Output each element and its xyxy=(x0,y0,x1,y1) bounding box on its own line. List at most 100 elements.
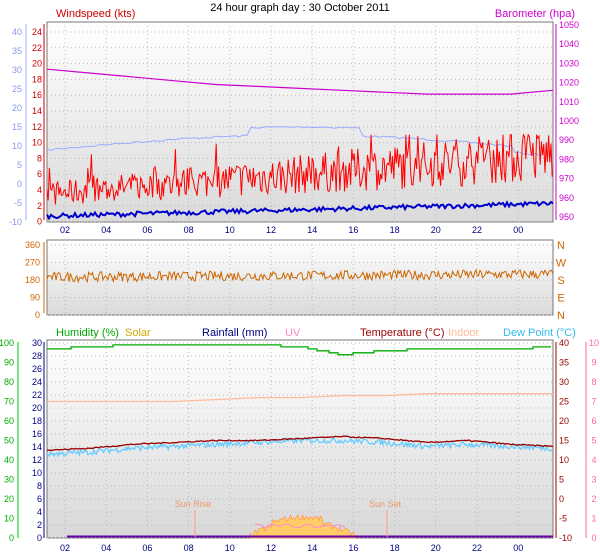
sunset-label: Sun Set xyxy=(369,499,402,509)
wind-x-tick-label: 20 xyxy=(431,225,441,235)
direction-compass-label: N xyxy=(557,310,565,322)
windspeed-average-line xyxy=(46,200,554,221)
wind-red-tick-label: 22 xyxy=(32,43,42,53)
wind-red-tick-label: 4 xyxy=(37,185,42,195)
humidity-tick-label: 70 xyxy=(4,397,14,407)
direction-degree-ticks: 360 270 180 90 0 xyxy=(25,240,45,320)
barometer-tick-label: 1000 xyxy=(559,116,579,126)
wind-blue-tick-label: 15 xyxy=(12,122,22,132)
bottom-x-tick-label: 20 xyxy=(431,543,441,553)
sunrise-label: Sun Rise xyxy=(175,499,212,509)
barometer-tick-label: 1030 xyxy=(559,58,579,68)
barometer-tick-label: 950 xyxy=(559,212,574,222)
indoor-temperature-line xyxy=(47,393,553,403)
humidity-tick-label: 20 xyxy=(4,494,14,504)
wind-blue-tick-label: 5 xyxy=(17,160,22,170)
temperature-tick-label: 30 xyxy=(559,377,569,387)
wind-x-tick-label: 22 xyxy=(472,225,482,235)
wind-x-tick-label: 00 xyxy=(513,225,523,235)
wind-x-tick-label: 16 xyxy=(348,225,358,235)
direction-degree-label: 0 xyxy=(35,310,40,320)
humidity-tick-label: 90 xyxy=(4,358,14,368)
wind-x-tick-label: 12 xyxy=(266,225,276,235)
legend-rainfall: Rainfall (mm) xyxy=(202,327,267,339)
barometer-tick-label: 970 xyxy=(559,174,574,184)
rainfall-tick-label: 0 xyxy=(37,533,42,543)
wind-red-tick-label: 12 xyxy=(32,122,42,132)
bottom-x-tick-label: 22 xyxy=(472,543,482,553)
windspeed-line xyxy=(46,133,553,205)
rainfall-tick-label: 6 xyxy=(37,494,42,504)
legend-uv: UV xyxy=(285,327,301,339)
windspeed-axis-title: Windspeed (kts) xyxy=(56,8,135,20)
legend-indoor: Indoor xyxy=(448,327,480,339)
wind-x-tick-label: 06 xyxy=(142,225,152,235)
wind-blue-tick-label: 0 xyxy=(17,179,22,189)
rainfall-tick-label: 30 xyxy=(32,338,42,348)
wind-blue-tick-label: -5 xyxy=(14,198,22,208)
temperature-tick-label: 0 xyxy=(559,494,564,504)
wind-x-tick-label: 02 xyxy=(60,225,70,235)
wind-gust-line xyxy=(46,125,552,157)
wind-x-tick-label: 10 xyxy=(225,225,235,235)
legend-dew-point: Dew Point (°C) xyxy=(503,327,576,339)
rainfall-tick-label: 24 xyxy=(32,377,42,387)
barometer-tick-label: 960 xyxy=(559,193,574,203)
uv-tick-label: 1 xyxy=(591,514,596,524)
uv-tick-label: 5 xyxy=(591,436,596,446)
barometer-tick-label: 1050 xyxy=(559,20,579,30)
wind-blue-tick-label: -10 xyxy=(9,217,22,227)
direction-degree-label: 360 xyxy=(25,240,40,250)
bottom-legend: Humidity (%) Solar Rainfall (mm) UV Temperat… xyxy=(56,327,576,339)
bottom-panel-series xyxy=(46,344,554,539)
legend-temperature: Temperature (°C) xyxy=(360,327,444,339)
barometer-ticks: 1050 1040 1030 1020 1010 1000 990 980 970 960 950 xyxy=(555,20,579,222)
bottom-x-tick-label: 14 xyxy=(307,543,317,553)
wind-red-tick-label: 20 xyxy=(32,59,42,69)
humidity-tick-label: 30 xyxy=(4,475,14,485)
barometer-tick-label: 1040 xyxy=(559,39,579,49)
wind-panel-series xyxy=(46,68,554,221)
wind-x-tick-label: 18 xyxy=(390,225,400,235)
bottom-panel-grid xyxy=(47,340,553,539)
temperature-tick-label: 40 xyxy=(559,338,569,348)
direction-degree-label: 90 xyxy=(30,293,40,303)
wind-red-tick-label: 10 xyxy=(32,138,42,148)
humidity-tick-label: 50 xyxy=(4,436,14,446)
uv-tick-label: 2 xyxy=(591,494,596,504)
wind-left-blue-ticks: 40 35 30 25 20 15 10 5 0 -5 -10 xyxy=(9,24,27,227)
uv-tick-label: 0 xyxy=(591,533,596,543)
temperature-tick-label: -5 xyxy=(559,514,567,524)
wind-blue-tick-label: 35 xyxy=(12,46,22,56)
dew-point-line xyxy=(46,436,553,458)
humidity-tick-label: 40 xyxy=(4,455,14,465)
wind-x-tick-label: 14 xyxy=(307,225,317,235)
uv-line xyxy=(254,523,346,529)
bottom-x-tick-label: 06 xyxy=(142,543,152,553)
barometer-tick-label: 1020 xyxy=(559,78,579,88)
wind-red-tick-label: 16 xyxy=(32,90,42,100)
humidity-tick-label: 80 xyxy=(4,377,14,387)
bottom-x-tick-label: 18 xyxy=(390,543,400,553)
wind-blue-tick-label: 10 xyxy=(12,141,22,151)
legend-humidity: Humidity (%) xyxy=(56,327,119,339)
wind-blue-tick-label: 20 xyxy=(12,103,22,113)
rainfall-tick-label: 12 xyxy=(32,455,42,465)
bottom-x-tick-label: 00 xyxy=(513,543,523,553)
barometer-tick-label: 1010 xyxy=(559,97,579,107)
uv-tick-label: 3 xyxy=(591,475,596,485)
barometer-tick-label: 990 xyxy=(559,135,574,145)
barometer-tick-label: 980 xyxy=(559,154,574,164)
wind-red-tick-label: 24 xyxy=(32,27,42,37)
direction-compass-label: W xyxy=(556,258,567,270)
humidity-tick-label: 60 xyxy=(4,416,14,426)
wind-red-tick-label: 6 xyxy=(37,169,42,179)
direction-compass-label: N xyxy=(557,240,565,252)
wind-blue-tick-label: 40 xyxy=(12,27,22,37)
bottom-x-tick-label: 02 xyxy=(60,543,70,553)
uv-tick-label: 10 xyxy=(589,338,599,348)
